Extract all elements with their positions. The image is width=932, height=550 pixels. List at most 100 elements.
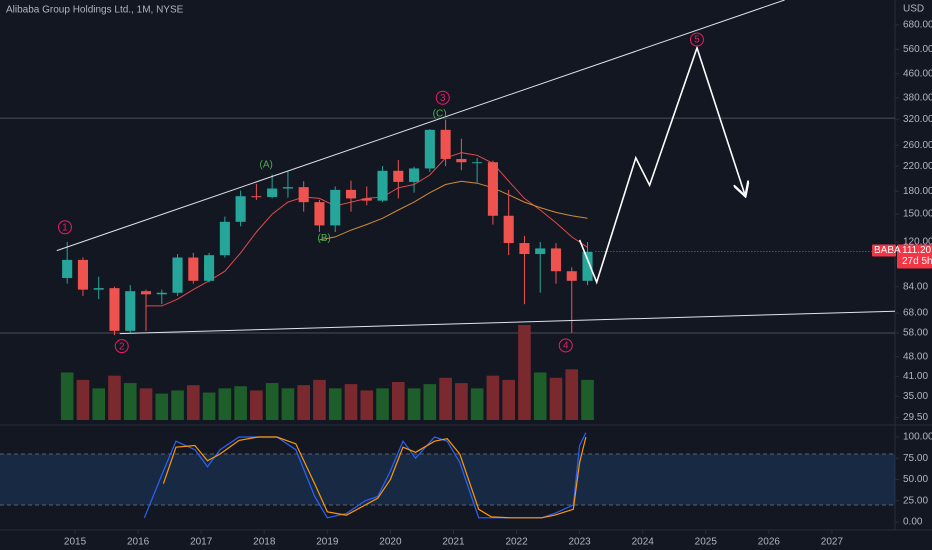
candle-body xyxy=(140,291,152,295)
price-label: 111.20 xyxy=(902,245,932,256)
stoch-pane xyxy=(0,432,895,519)
y-tick-label: 320.00 xyxy=(903,114,932,125)
volume-bar xyxy=(92,388,106,420)
y-tick-label: 50.00 xyxy=(903,474,928,485)
trendline xyxy=(119,310,895,335)
y-tick-label: 560.00 xyxy=(903,44,932,55)
candle-body xyxy=(582,251,593,281)
candle-body xyxy=(393,170,404,182)
volume-bar xyxy=(313,379,326,420)
y-tick-label: 0.00 xyxy=(903,517,923,528)
volume-bar xyxy=(376,388,389,420)
volume-bar xyxy=(455,383,468,420)
candle-body xyxy=(62,259,73,278)
volume-bar xyxy=(439,377,452,420)
trendline xyxy=(56,0,785,252)
y-tick-label: 460.00 xyxy=(903,68,932,79)
volume-bar xyxy=(234,386,247,420)
y-tick-label: 68.00 xyxy=(903,308,928,319)
candle-body xyxy=(204,255,215,281)
candle-body xyxy=(456,158,467,163)
candle-body xyxy=(424,129,435,169)
candle-body xyxy=(109,288,120,331)
wave-label: (B) xyxy=(318,233,331,244)
volume-bar xyxy=(360,390,374,420)
volume-bar xyxy=(549,377,563,420)
currency: USD xyxy=(903,4,924,15)
candle-body xyxy=(409,168,420,182)
candle-body xyxy=(156,292,167,295)
y-tick-label: 75.00 xyxy=(903,453,928,464)
candle-body xyxy=(566,271,577,281)
candle-body xyxy=(93,288,104,290)
volume-bar xyxy=(391,382,405,420)
candle-body xyxy=(440,129,451,159)
x-tick-label: 2016 xyxy=(127,537,150,548)
x-tick-label: 2022 xyxy=(505,537,528,548)
wave-label: (A) xyxy=(259,160,272,171)
volume-bar xyxy=(423,384,437,420)
x-tick-label: 2021 xyxy=(442,537,465,548)
volume-bar xyxy=(281,388,295,420)
candle-body xyxy=(267,188,278,197)
volume-bar xyxy=(202,392,216,420)
volume-bar xyxy=(108,375,121,420)
moving-average xyxy=(319,180,588,241)
volume-bar xyxy=(265,383,279,420)
candle-body xyxy=(550,248,562,272)
y-tick-label: 120.00 xyxy=(903,237,932,248)
x-tick-label: 2024 xyxy=(632,537,655,548)
wave-label: 5 xyxy=(694,35,700,46)
projection-path xyxy=(578,45,745,285)
candle-body xyxy=(298,187,309,203)
volume-bar xyxy=(565,369,579,420)
volume-bar xyxy=(328,388,342,420)
y-tick-label: 25.00 xyxy=(903,495,928,506)
countdown-label: 27d 5h xyxy=(902,256,932,267)
volume-bar xyxy=(76,379,90,420)
symbol-tag xyxy=(872,244,896,257)
x-tick-label: 2027 xyxy=(821,537,844,548)
x-tick-label: 2015 xyxy=(64,537,87,548)
y-tick-label: 220.00 xyxy=(903,161,932,172)
candle-body xyxy=(472,162,483,164)
wave-label: 4 xyxy=(563,341,569,352)
candle-body xyxy=(314,202,325,226)
candle-body xyxy=(519,243,530,255)
x-tick-label: 2018 xyxy=(253,537,276,548)
candle-body xyxy=(487,162,498,216)
volume-bar xyxy=(581,379,594,420)
y-tick-label: 29.50 xyxy=(903,412,928,423)
wave-marker xyxy=(114,339,129,354)
wave-marker xyxy=(435,90,450,105)
candle-body xyxy=(345,189,357,199)
volume-bar xyxy=(60,372,74,420)
candle-body xyxy=(235,196,246,222)
y-tick-label: 35.00 xyxy=(903,391,928,402)
candle-body xyxy=(361,198,372,201)
volume-bar xyxy=(123,383,137,420)
chart-title: Alibaba Group Holdings Ltd., 1M, NYSE xyxy=(6,5,184,16)
candle-body xyxy=(377,170,388,201)
volume-bar xyxy=(518,325,531,420)
x-tick-label: 2017 xyxy=(190,537,213,548)
x-tick-label: 2023 xyxy=(569,537,592,548)
candle-body xyxy=(125,291,136,331)
y-tick-label: 100.00 xyxy=(903,432,932,443)
x-tick-label: 2025 xyxy=(695,537,718,548)
volume-bar xyxy=(155,393,169,420)
stoch-line xyxy=(162,436,587,519)
y-tick-label: 680.00 xyxy=(903,20,932,31)
candle-body xyxy=(251,196,262,198)
volume-bar xyxy=(171,390,184,420)
y-tick-label: 260.00 xyxy=(903,140,932,151)
y-tick-label: 380.00 xyxy=(903,92,932,103)
y-tick-label: 48.00 xyxy=(903,351,928,362)
symbol-label: BABA xyxy=(874,245,901,256)
candle-body xyxy=(172,257,183,293)
volume-bar xyxy=(407,388,421,420)
candle-body xyxy=(330,189,341,226)
volume-bar xyxy=(502,379,515,420)
stoch-band xyxy=(0,453,895,506)
